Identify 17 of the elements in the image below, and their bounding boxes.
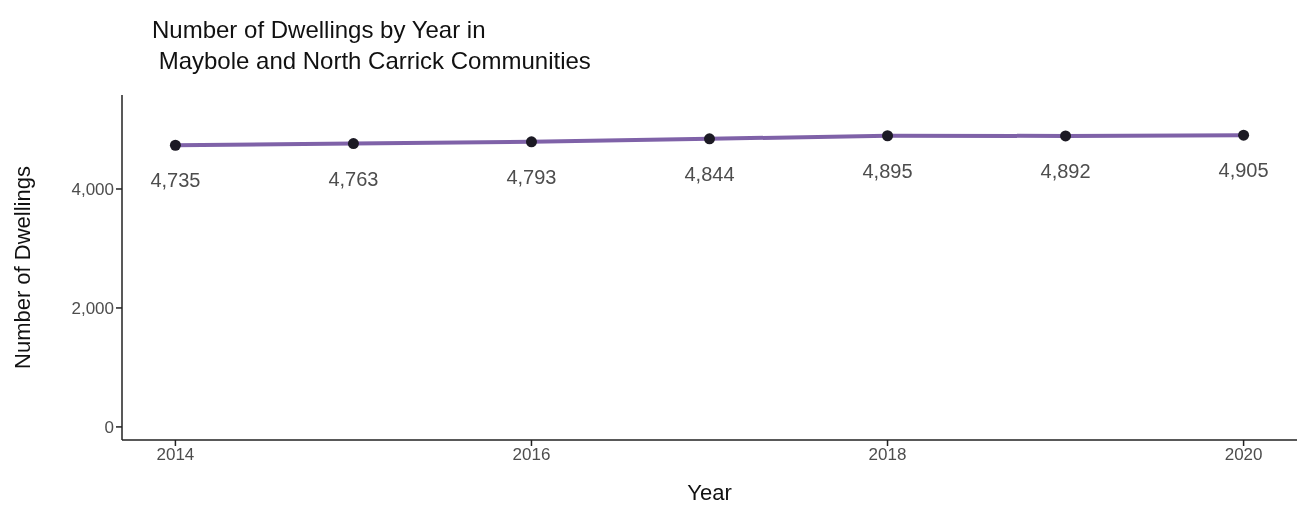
data-label: 4,905 <box>1218 159 1269 182</box>
y-tick-label: 4,000 <box>71 180 114 200</box>
x-tick-label: 2020 <box>1224 445 1263 465</box>
data-label: 4,892 <box>1040 159 1091 182</box>
x-tick-label: 2016 <box>512 445 551 465</box>
data-label: 4,763 <box>328 167 379 190</box>
y-axis-title: Number of Dwellings <box>9 166 35 369</box>
y-tick-label: 2,000 <box>71 298 114 318</box>
x-tick-label: 2018 <box>868 445 907 465</box>
x-axis-title: Year <box>687 480 732 505</box>
x-tick-label: 2014 <box>156 445 195 465</box>
data-label: 4,895 <box>862 159 913 182</box>
y-tick-label: 0 <box>104 417 114 437</box>
chart-title: Number of Dwellings by Year in Maybole and North Carrick Communities <box>152 15 592 76</box>
data-label: 4,844 <box>684 162 735 185</box>
data-label: 4,735 <box>150 169 201 192</box>
data-label: 4,793 <box>506 165 557 188</box>
